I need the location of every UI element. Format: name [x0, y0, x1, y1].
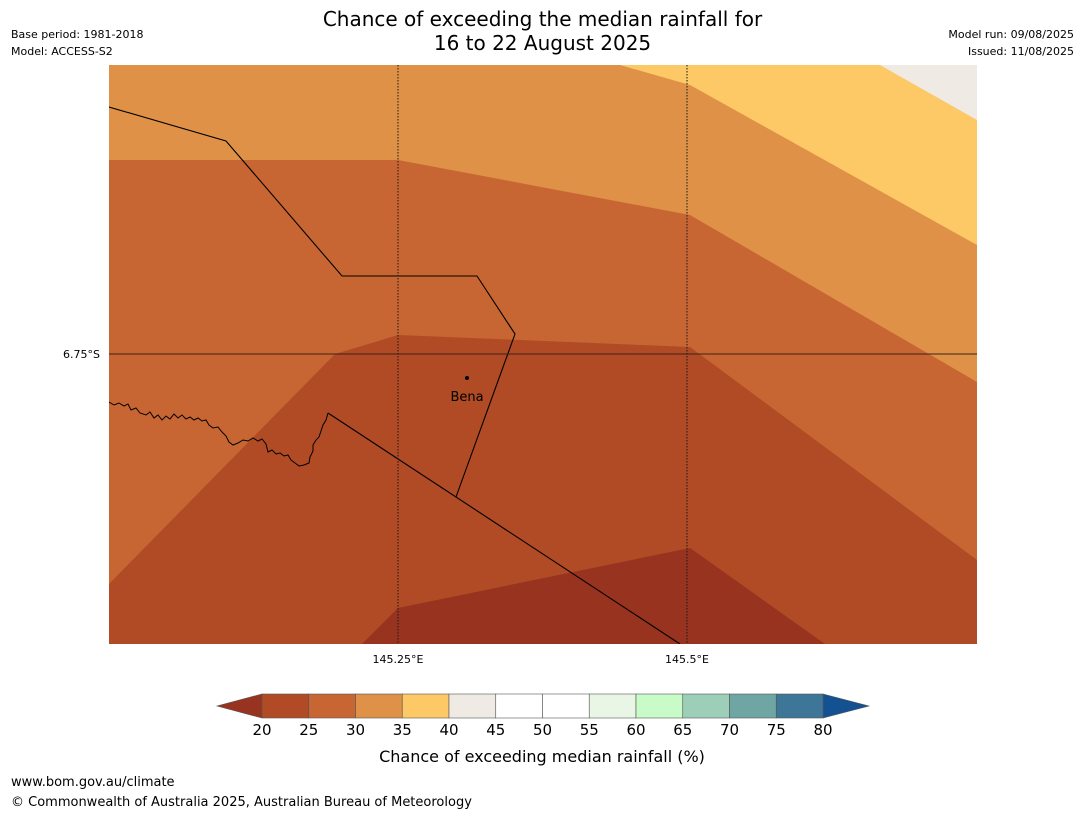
legend-tick-label: 50: [533, 721, 552, 739]
footer-copyright: © Commonwealth of Australia 2025, Austra…: [11, 795, 472, 810]
footer-url: www.bom.gov.au/climate: [11, 775, 175, 790]
band-below-20: [362, 548, 825, 644]
legend-swatch: [401, 693, 450, 719]
legend-swatch: [729, 693, 777, 719]
legend-tick-label: 70: [720, 721, 739, 739]
legend-swatch: [588, 693, 637, 719]
band-40-45: [880, 65, 977, 120]
legend-swatch: [775, 693, 824, 719]
meta-right: Model run: 09/08/2025 Issued: 11/08/2025: [948, 26, 1074, 60]
legend-tick-label: 55: [580, 721, 599, 739]
legend-over-arrow: [822, 693, 871, 719]
province-border-south: [327, 412, 681, 644]
issued-text: Issued: 11/08/2025: [967, 45, 1074, 58]
legend-tick-label: 25: [299, 721, 318, 739]
legend-tick-label: 45: [486, 721, 505, 739]
province-border-north: [109, 106, 516, 498]
legend-swatch: [495, 693, 543, 719]
bena-label: Bena: [450, 390, 483, 405]
legend-tick-label: 20: [252, 721, 271, 739]
legend-swatch: [308, 693, 356, 719]
legend-tick-label: 30: [346, 721, 365, 739]
bena-marker: [465, 376, 469, 380]
base-period-text: Base period: 1981-2018: [11, 28, 144, 41]
legend-tick-label: 80: [813, 721, 832, 739]
legend-under-arrow: [215, 693, 263, 719]
legend-title: Chance of exceeding median rainfall (%): [379, 747, 705, 766]
model-run-text: Model run: 09/08/2025: [948, 28, 1074, 41]
model-text: Model: ACCESS-S2: [11, 45, 113, 58]
band-20-25: [109, 335, 977, 644]
map-title: Chance of exceeding the median rainfall …: [0, 7, 1085, 55]
legend-tick-label: 60: [626, 721, 645, 739]
legend-tick-label: 35: [393, 721, 412, 739]
title-line-1: Chance of exceeding the median rainfall …: [322, 7, 763, 31]
legend-swatch: [355, 693, 403, 719]
legend-tick-label: 40: [439, 721, 458, 739]
legend-tick-label: 75: [767, 721, 786, 739]
river-line: [109, 401, 329, 467]
legend-swatch: [635, 693, 684, 719]
legend-swatch: [261, 693, 310, 719]
map-area: Bena: [109, 65, 977, 644]
lat-label: 6.75°S: [63, 348, 100, 361]
legend-swatch: [682, 693, 730, 719]
meta-left: Base period: 1981-2018 Model: ACCESS-S2: [11, 26, 143, 60]
lon-label-145-25: 145.25°E: [373, 653, 424, 666]
lon-label-145-5: 145.5°E: [665, 653, 709, 666]
legend-swatch: [448, 693, 497, 719]
title-line-2: 16 to 22 August 2025: [433, 31, 652, 55]
colorbar-legend: 20 25 30 35 40 45 50 55 60 65 70 75 80: [215, 693, 871, 739]
legend-swatch: [542, 693, 590, 719]
legend-tick-label: 65: [673, 721, 692, 739]
